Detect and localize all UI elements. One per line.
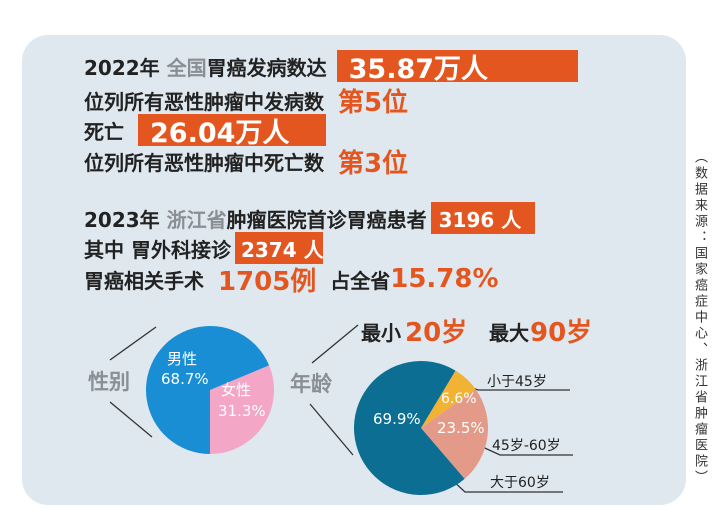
year-label: 2022年 xyxy=(84,55,160,80)
pie-slice-45岁-60岁 xyxy=(421,389,488,479)
leader-line xyxy=(309,403,354,456)
age-45-60-label: 45岁-60岁 xyxy=(492,438,561,454)
min-age-label: 最小 xyxy=(361,321,401,345)
infographic-panel xyxy=(22,35,686,505)
leader-line xyxy=(109,326,157,361)
incidence-value-box: 35.87万人 xyxy=(336,50,578,85)
pie-slice-大于60岁 xyxy=(354,361,465,495)
text: 死亡 xyxy=(84,119,124,144)
province-share: 15.78% xyxy=(390,264,499,294)
pie-slice-小于45岁 xyxy=(421,370,476,428)
age-title: 年龄 xyxy=(290,372,333,396)
min-age-value: 20岁 xyxy=(405,317,467,348)
scope-label: 浙江省 xyxy=(166,207,227,232)
pie-slice-男性 xyxy=(146,326,270,454)
scope-label: 全国 xyxy=(166,55,207,80)
gender-title: 性别 xyxy=(88,370,130,394)
line-2022-incidence: 2022年 全国 胃癌发病数达 35.87万人 xyxy=(84,50,578,85)
patients-value-box: 3196 人 xyxy=(430,202,535,234)
deaths-value-box: 26.04万人 xyxy=(138,114,326,149)
age-45-60-pct: 23.5% xyxy=(437,419,485,437)
text: 胃癌发病数达 xyxy=(206,55,327,80)
year-label: 2023年 xyxy=(84,207,160,232)
age-under45-pct: 6.6% xyxy=(441,391,477,407)
line-deaths: 死亡 26.04万人 xyxy=(84,114,326,149)
age-over60-label: 大于60岁 xyxy=(490,475,550,491)
female-pct: 31.3% xyxy=(218,402,266,420)
male-pct: 68.7% xyxy=(161,370,209,388)
text: 占全省 xyxy=(330,268,391,293)
pie-slice-女性 xyxy=(210,365,274,454)
text: 肿瘤医院首诊胃癌患者 xyxy=(226,207,427,232)
line-surgery-dept: 其中 胃外科接诊 2374 人 xyxy=(84,232,324,264)
leader-line xyxy=(311,324,359,364)
max-age-label: 最大 xyxy=(489,321,529,345)
max-age-value: 90岁 xyxy=(530,317,592,348)
source-note: （数据来源：国家癌症中心、浙江省肿瘤医院） xyxy=(692,150,707,486)
text: 其中 胃外科接诊 xyxy=(84,237,231,262)
female-label: 女性 xyxy=(221,381,251,399)
surgery-dept-value-box: 2374 人 xyxy=(234,232,324,264)
text: 位列所有恶性肿瘤中死亡数 xyxy=(84,150,324,175)
text: 位列所有恶性肿瘤中发病数 xyxy=(84,89,324,114)
male-label: 男性 xyxy=(167,350,197,368)
surgeries-value: 1705例 xyxy=(217,266,317,297)
line-2023-patients: 2023年 浙江省 肿瘤医院首诊胃癌患者 3196 人 xyxy=(84,202,535,234)
death-rank: 第3位 xyxy=(337,148,409,179)
leader-line xyxy=(109,401,153,438)
incidence-rank: 第5位 xyxy=(337,87,409,118)
line-death-rank: 位列所有恶性肿瘤中死亡数 第3位 xyxy=(84,145,409,179)
line-incidence-rank: 位列所有恶性肿瘤中发病数 第5位 xyxy=(84,84,409,118)
age-under45-label: 小于45岁 xyxy=(487,374,547,390)
line-surgeries: 胃癌相关手术 1705例 占全省 15.78% xyxy=(84,263,499,297)
text: 胃癌相关手术 xyxy=(84,268,204,293)
age-over60-pct: 69.9% xyxy=(373,410,421,428)
